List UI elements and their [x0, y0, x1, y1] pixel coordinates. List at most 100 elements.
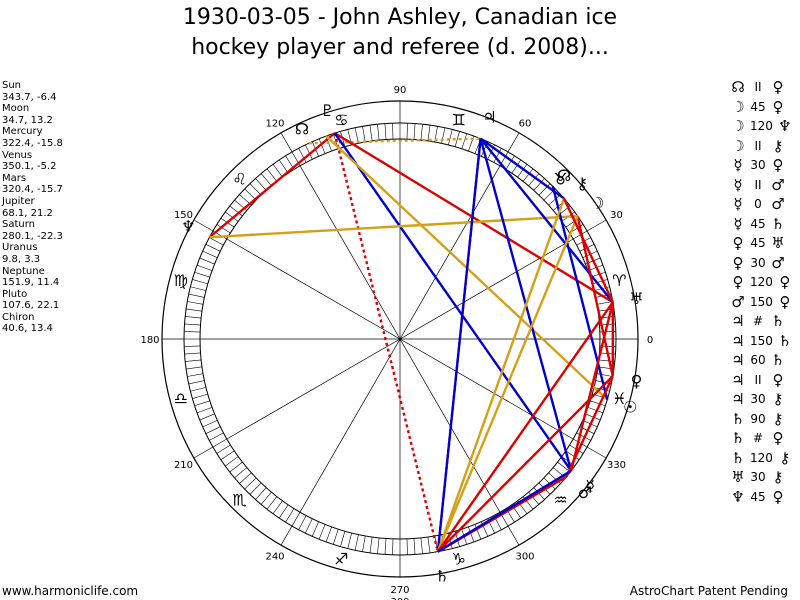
degree-tick — [194, 400, 210, 407]
aspect-planet-1: ☿ — [733, 195, 743, 213]
zodiac-sign-icon: ♒ — [553, 491, 567, 510]
degree-tick — [587, 407, 604, 414]
planet-name-pluto: Pluto — [2, 288, 28, 300]
degree-tick — [347, 532, 352, 549]
chart-title-line-2: hockey player and referee (d. 2008)... — [191, 35, 609, 60]
planet-jupiter-icon: ♃ — [482, 107, 496, 126]
degree-tick — [332, 529, 339, 545]
planet-coords-mercury: 322.4, -15.8 — [2, 137, 63, 149]
degree-tick — [225, 211, 239, 222]
aspect-planet-1: ☿ — [733, 214, 743, 233]
degree-tick — [517, 164, 528, 178]
planet-coords-pluto: 107.6, 22.1 — [2, 300, 60, 312]
planet-uranus-icon: ♅ — [629, 289, 643, 308]
aspect-row: ♃ II ♀ — [729, 371, 794, 391]
aspect-planet-2: ♀ — [772, 78, 784, 96]
aspect-line — [436, 215, 579, 553]
planet-name-jupiter: Jupiter — [2, 195, 35, 207]
aspect-row: ♃ # ♄ — [729, 312, 794, 332]
degree-tick — [255, 178, 267, 191]
degree-tick — [188, 293, 205, 298]
planet-coords-saturn: 280.1, -22.3 — [2, 230, 63, 242]
degree-tick — [538, 183, 551, 196]
aspect-line — [308, 137, 481, 145]
aspect-line — [436, 198, 566, 553]
degree-label: 240 — [265, 552, 284, 563]
degree-tick — [184, 323, 201, 326]
aspect-planet-2: ♀ — [772, 370, 784, 389]
degree-label: 0 — [647, 335, 653, 346]
outer-sector-line — [280, 132, 293, 153]
planet-name-uranus: Uranus — [2, 242, 38, 254]
aspect-row: ♃ 60 ♄ — [729, 351, 794, 371]
aspect-planet-1: ☿ — [733, 156, 743, 174]
aspect-row: ♄ # ♀ — [729, 429, 794, 449]
planet-coords-neptune: 151.9, 11.4 — [2, 277, 60, 289]
aspect-planet-2: ⚷ — [772, 136, 784, 155]
degree-label: 90 — [394, 85, 407, 96]
degree-tick — [260, 173, 272, 186]
aspect-planet-2: ♀ — [779, 292, 791, 311]
zodiac-sign-icon: ♋ — [334, 111, 348, 130]
degree-tick — [325, 526, 332, 543]
degree-tick — [362, 126, 366, 143]
degree-label: 270 — [390, 585, 409, 596]
degree-tick — [202, 250, 218, 258]
degree-tick — [318, 138, 326, 154]
degree-tick — [362, 535, 366, 552]
aspect-row: ☽ 120 ♆ — [729, 117, 794, 137]
degree-tick — [249, 183, 262, 196]
degree-tick — [255, 487, 267, 500]
degree-tick — [413, 123, 416, 140]
outer-sector-line — [193, 446, 214, 459]
aspect-line — [208, 132, 336, 239]
aspect-planet-2: ♀ — [779, 273, 791, 291]
aspect-planet-2: ♄ — [771, 351, 785, 369]
aspect-planet-1: ♃ — [731, 331, 745, 350]
planet-coords-venus: 350.1, -5.2 — [2, 161, 57, 173]
zodiac-sign-icon: ♑ — [452, 549, 466, 568]
degree-tick — [305, 144, 313, 160]
degree-tick — [406, 123, 408, 140]
degree-tick — [511, 159, 522, 174]
degree-tick — [384, 123, 387, 140]
degree-tick — [186, 308, 202, 312]
aspect-planet-1: ♄ — [731, 448, 745, 467]
degree-tick — [272, 164, 283, 178]
degree-tick — [185, 359, 202, 362]
aspect-row: ☿ II ♂ — [729, 176, 794, 196]
aspect-planet-1: ♃ — [731, 370, 745, 389]
planet-name-moon: Moon — [2, 103, 30, 115]
degree-tick — [298, 515, 307, 530]
degree-label: 120 — [265, 118, 284, 129]
degree-tick — [406, 538, 408, 555]
aspect-line — [562, 197, 614, 303]
degree-tick — [266, 168, 278, 182]
degree-tick — [528, 173, 540, 186]
aspect-line — [437, 469, 572, 553]
aspect-planet-1: ♆ — [731, 487, 745, 506]
planet-name-sun: Sun — [2, 80, 22, 91]
degree-tick — [187, 301, 204, 305]
aspect-line — [436, 301, 614, 553]
degree-tick — [190, 286, 207, 291]
aspect-planet-1: ♀ — [732, 234, 744, 252]
degree-label: 180 — [140, 335, 159, 346]
planet-name-chiron: Chiron — [2, 311, 35, 323]
degree-tick — [493, 148, 502, 163]
degree-tick — [209, 237, 224, 246]
aspect-planet-2: ♄ — [771, 214, 785, 233]
aspect-planet-1: ♅ — [731, 468, 745, 486]
aspect-planet-1: ♀ — [732, 273, 744, 291]
aspect-type: 45 — [750, 216, 766, 231]
degree-tick — [209, 432, 224, 441]
planet-name-mercury: Mercury — [2, 126, 43, 138]
aspect-line — [565, 375, 614, 478]
degree-tick — [220, 450, 235, 461]
degree-label: 330 — [607, 460, 626, 471]
degree-tick — [441, 127, 446, 144]
degree-tick — [202, 420, 218, 428]
degree-tick — [420, 124, 423, 141]
aspect-row: ☽ 45 ♀ — [729, 98, 794, 118]
degree-tick — [533, 178, 545, 191]
